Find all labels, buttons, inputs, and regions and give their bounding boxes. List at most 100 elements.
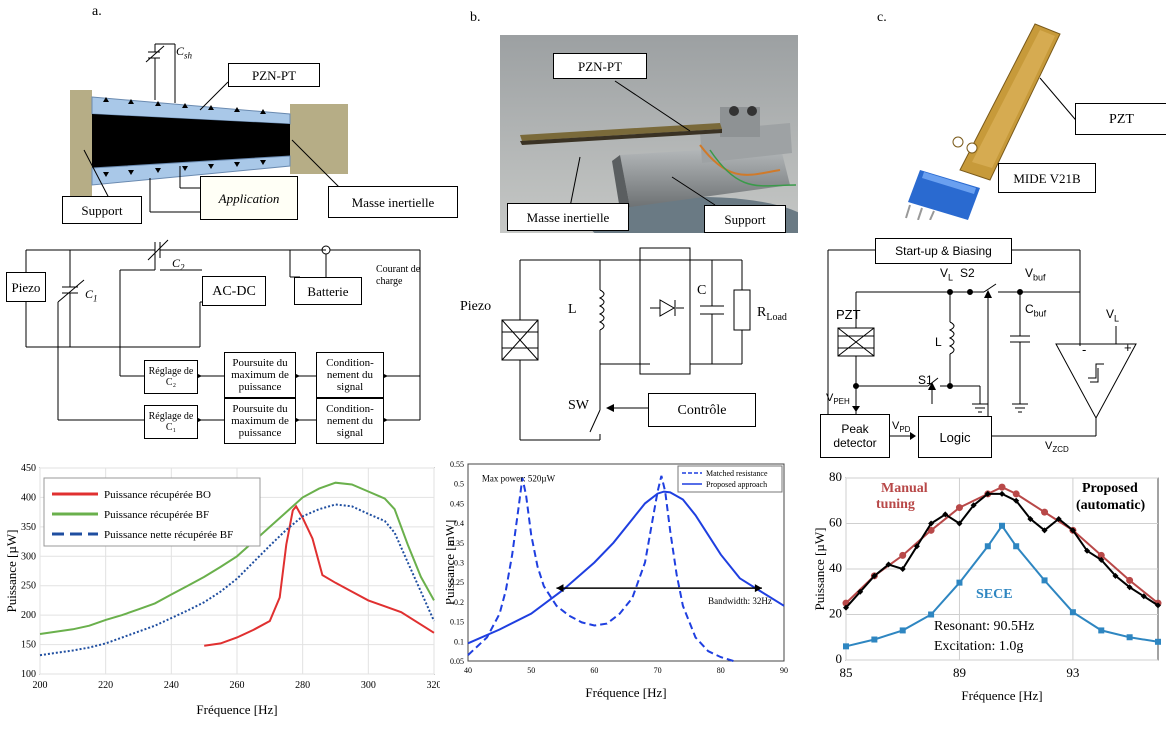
data-point xyxy=(1069,527,1076,534)
data-point xyxy=(970,502,977,509)
x-axis-label: Fréquence [Hz] xyxy=(196,702,277,717)
y-tick-label: 450 xyxy=(21,463,36,474)
mass-label-box: Masse inertielle xyxy=(328,186,458,218)
switch-label-b: SW xyxy=(568,398,589,413)
y-tick-label: 150 xyxy=(21,640,36,651)
x-tick-label: 260 xyxy=(230,680,245,691)
vpd-label: VPD xyxy=(892,420,911,435)
y-tick-label: 0.5 xyxy=(454,480,464,489)
y-tick-label: 60 xyxy=(829,515,842,530)
bandwidth-arrowhead-right xyxy=(754,584,762,593)
data-point xyxy=(843,604,849,611)
startup-biasing-box: Start-up & Biasing xyxy=(875,238,1012,264)
y-axis-label: Puissance [mW] xyxy=(446,520,457,606)
x-tick-label: 240 xyxy=(164,680,179,691)
x-tick-label: 40 xyxy=(464,666,472,675)
data-point xyxy=(1084,547,1091,554)
data-point xyxy=(899,627,906,634)
data-point xyxy=(955,504,963,512)
reglage-c2-box: Réglage de C₂ xyxy=(144,360,198,394)
logic-box: Logic xyxy=(918,416,992,458)
x-axis-label: Fréquence [Hz] xyxy=(585,685,666,700)
data-point xyxy=(885,561,892,568)
pzn-pt-label-box: PZN-PT xyxy=(228,63,320,87)
data-point xyxy=(843,643,849,650)
series-line-0 xyxy=(204,504,435,647)
data-point xyxy=(1126,576,1134,584)
data-point xyxy=(1098,627,1105,634)
legend-box xyxy=(677,465,783,493)
y-tick-label: 200 xyxy=(21,610,36,621)
annotation-proposed-1: Proposed xyxy=(1082,481,1138,496)
data-point xyxy=(1126,634,1133,641)
annotation-manual-1: Manual xyxy=(881,481,928,496)
data-point xyxy=(1041,508,1049,516)
data-point xyxy=(984,543,991,550)
pzt-photo-label: PZT xyxy=(1075,103,1166,135)
data-point xyxy=(1126,584,1133,591)
y-tick-label: 0.3 xyxy=(454,559,464,568)
data-point xyxy=(1069,609,1076,616)
panel-c-photo xyxy=(905,23,1081,220)
x-tick-label: 89 xyxy=(953,665,966,680)
panel-b-circuit-diagram xyxy=(501,247,751,441)
y-tick-label: 100 xyxy=(21,669,36,680)
mass-photo-label: Masse inertielle xyxy=(507,203,629,231)
x-tick-label: 85 xyxy=(840,665,853,680)
x-axis-label: Fréquence [Hz] xyxy=(961,688,1042,703)
y-tick-label: 400 xyxy=(21,492,36,503)
conditioning-box-2: Condition-nement du signal xyxy=(316,398,384,444)
x-tick-label: 80 xyxy=(717,666,725,675)
rload-label: RLoad xyxy=(757,305,787,323)
series-line-0 xyxy=(467,475,734,662)
x-tick-label: 320 xyxy=(427,680,441,691)
y-tick-label: 0.45 xyxy=(450,499,464,508)
bandwidth-arrowhead-left xyxy=(556,584,564,593)
data-point xyxy=(1112,572,1119,579)
y-tick-label: 80 xyxy=(829,470,842,484)
capacitor-label-b: C xyxy=(697,283,707,298)
chart-b: 40 50 60 70 80 90 0.05 0.1 0.15 0.2 0.25 0.3 0.35 0.4… xyxy=(446,460,788,700)
y-tick-label: 0.25 xyxy=(450,578,464,587)
capacitor-csh-label: Csh xyxy=(176,44,193,61)
peak-detector-box: Peak detector xyxy=(820,414,890,458)
l-label-c: L xyxy=(935,335,942,349)
data-point xyxy=(1013,497,1020,504)
x-tick-label: 200 xyxy=(33,680,48,691)
support-block xyxy=(70,90,92,212)
mppt-box-2: Poursuite du maximum de puissance xyxy=(224,398,296,444)
data-point xyxy=(956,520,963,527)
annotation-max-power: Max power: 520µW xyxy=(482,474,556,484)
data-point xyxy=(899,566,906,572)
y-tick-label: 0.1 xyxy=(454,637,464,646)
data-point xyxy=(913,543,920,550)
control-box: Contrôle xyxy=(648,393,756,427)
charge-current-label: Courant de charge xyxy=(376,264,421,287)
vpeh-label: VPEH xyxy=(826,392,850,407)
pzn-pt-photo-label: PZN-PT xyxy=(553,53,647,79)
panel-b-photo xyxy=(500,35,798,233)
x-tick-label: 280 xyxy=(295,680,310,691)
conditioning-box-1: Condition-nement du signal xyxy=(316,352,384,398)
data-point xyxy=(1013,543,1020,550)
annotation-proposed-2: (automatic) xyxy=(1076,498,1146,513)
y-tick-label: 20 xyxy=(829,606,842,621)
y-tick-label: 0.35 xyxy=(450,539,464,548)
data-point xyxy=(999,522,1005,529)
data-point xyxy=(928,611,935,618)
y-tick-label: 300 xyxy=(21,551,36,562)
x-tick-label: 50 xyxy=(527,666,535,675)
c2-label: C2 xyxy=(172,256,185,273)
x-tick-label: 90 xyxy=(780,666,788,675)
support-label-box: Support xyxy=(62,196,142,224)
annotation-sece: SECE xyxy=(976,587,1013,602)
s1-label: S1 xyxy=(918,373,933,387)
application-box: Application xyxy=(200,176,298,220)
battery-box: Batterie xyxy=(294,277,362,305)
piezo-box-a: Piezo xyxy=(6,272,46,302)
data-point xyxy=(1055,515,1062,522)
vzcd-label: VZCD xyxy=(1045,440,1069,455)
x-tick-label: 93 xyxy=(1066,665,1079,680)
plot-area xyxy=(467,463,785,662)
y-tick-label: 0.05 xyxy=(450,657,464,666)
